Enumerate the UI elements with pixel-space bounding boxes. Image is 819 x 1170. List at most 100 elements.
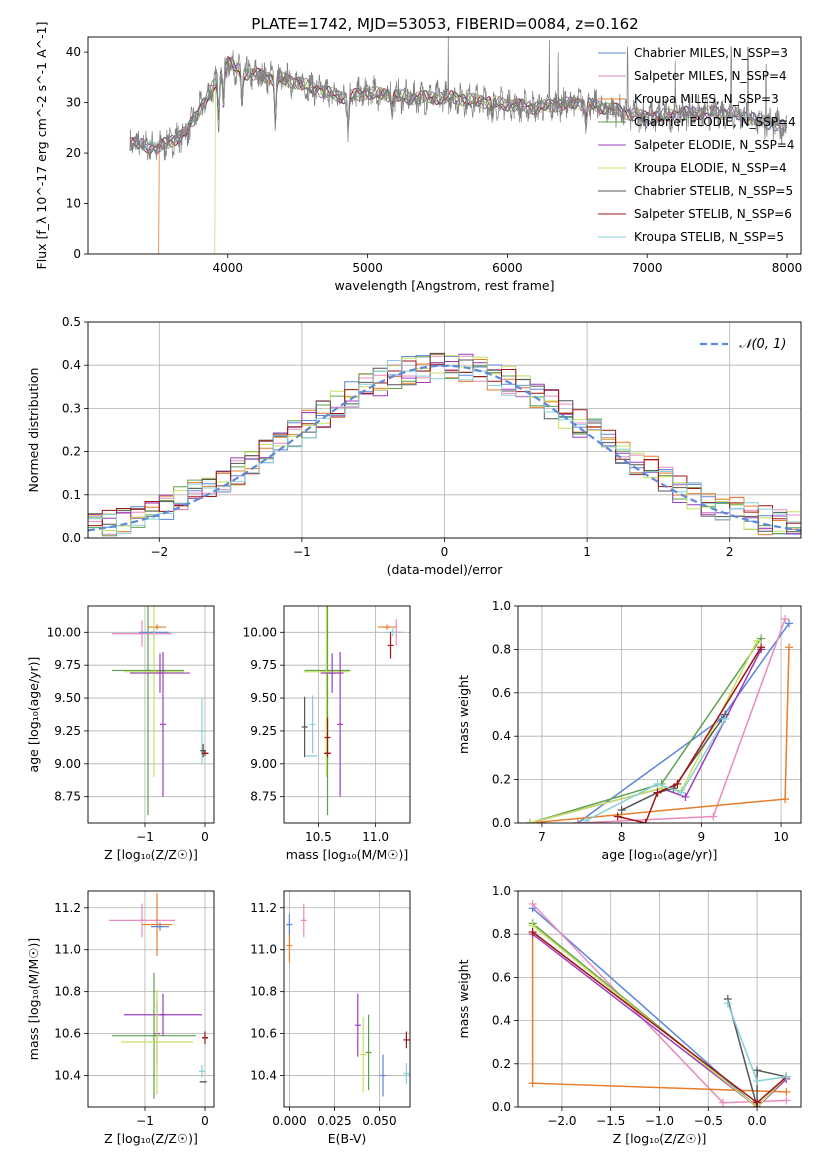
y-tick-label: 10.00 [47,625,81,639]
weight-point-marker [723,999,732,1008]
axes-frame [87,36,802,255]
x-tick-label: 0 [201,830,209,844]
weight-point-marker [653,779,662,788]
weight-point-marker [757,643,766,652]
weight-point-marker [753,636,762,645]
y-tick-label: 10.00 [243,625,277,639]
weight-point-marker [573,819,582,823]
x-axis-label: age [log₁₀(age/yr)] [602,847,718,862]
plot-area [88,352,801,537]
legend-label: Salpeter STELIB, N_SSP=6 [634,207,792,221]
x-tick-label: 0.0 [748,1114,767,1128]
weight-point-marker [528,899,537,908]
axes-frame [517,890,802,1108]
plot-area [528,899,791,1107]
weight-point-marker [581,816,590,823]
y-tick-label: 9.00 [250,757,277,771]
weight-series-line [532,925,787,1107]
x-axis-label: (data-model)/error [387,562,504,577]
y-tick-label: 0.6 [492,970,511,984]
x-tick-label: 7 [538,830,546,844]
axes-frame [87,890,215,1108]
weight-point-marker [785,619,794,628]
x-tick-label: −1.0 [645,1114,674,1128]
y-tick-label: 10.8 [250,985,277,999]
weight-point-marker [681,792,690,801]
y-tick-label: 0.8 [492,642,511,656]
y-axis-label: mass weight [456,959,471,1038]
weight-series-line [532,933,787,1107]
x-tick-label: 11.0 [362,830,389,844]
x-axis-label: Z [log₁₀(Z/Z☉)] [104,847,198,862]
weight-point-marker [525,819,534,823]
x-tick-label: −0.5 [694,1114,723,1128]
observed-spectrum-line [129,37,788,161]
weight-point-marker [753,1098,762,1107]
y-tick-label: 11.2 [54,901,81,915]
y-tick-label: 0.1 [62,488,81,502]
legend-label: Kroupa ELODIE, N_SSP=4 [634,161,787,175]
x-tick-label: 6000 [492,261,523,275]
spectrum-legend: Chabrier MILES, N_SSP=3 Salpeter MILES, N… [598,46,796,244]
weight-point-marker [782,1072,791,1081]
y-axis-label: mass [log₁₀(M/M☉)] [26,938,41,1060]
weight-point-marker [641,819,650,823]
y-tick-label: 0.4 [492,729,511,743]
residual-histogram-step [88,352,801,533]
weight-point-marker [781,795,790,804]
y-tick-label: 9.25 [54,724,81,738]
x-axis-label: Z [log₁₀(Z/Z☉)] [104,1131,198,1146]
y-tick-label: 9.75 [54,658,81,672]
x-tick-label: 10 [773,830,788,844]
weight-series-line [621,714,726,811]
x-tick-label: 0 [201,1114,209,1128]
y-tick-label: 0 [73,247,81,261]
y-tick-label: 8.75 [54,790,81,804]
plot-area [109,893,208,1099]
y-tick-label: 9.25 [250,724,277,738]
legend-label: Kroupa MILES, N_SSP=3 [634,92,779,106]
age-vs-mass-panel: 10.5 11.0 8.75 9.00 9.25 9.50 9.75 10.00 mass [l… [243,605,411,862]
x-tick-label: 0.000 [272,1114,306,1128]
x-tick-label: 7000 [632,261,663,275]
x-tick-label: 8 [618,830,626,844]
x-tick-label: 2 [726,545,734,559]
mass-vs-metallicity-panel: −1 0 10.4 10.6 10.8 11.0 11.2 Z [log₁₀(Z/Z☉)] ma… [26,890,215,1146]
x-tick-label: 1 [583,545,591,559]
y-tick-label: 30 [66,96,81,110]
mass-vs-ebv-panel: 0.000 0.025 0.050 10.4 10.6 10.8 11.0 11.2 E(B-V… [250,890,411,1146]
y-axis-label: mass weight [456,675,471,754]
x-tick-label: −1 [136,830,154,844]
weight-series-line [529,638,762,823]
y-axis-label: Flux [f_λ 10^-17 erg cm^-2 s^-1 A^-1] [34,22,49,270]
x-tick-label: 4000 [213,261,244,275]
weight-point-marker [721,714,730,723]
y-tick-label: 9.00 [54,757,81,771]
y-tick-label: 0.8 [492,927,511,941]
normal-curve-line [88,364,801,532]
legend-label: Salpeter ELODIE, N_SSP=4 [634,138,795,152]
y-tick-label: 9.50 [250,691,277,705]
y-tick-label: 10.4 [54,1069,81,1083]
plot-area [129,37,788,254]
plot-area [301,606,402,816]
weight-point-marker [677,788,686,797]
legend-label: Chabrier STELIB, N_SSP=5 [634,184,793,198]
weight-point-marker [709,812,718,821]
weight-point-marker [653,788,662,797]
plot-area [525,615,794,823]
x-tick-label: −1 [136,1114,154,1128]
weight-vs-age-panel: 7 8 9 10 0.0 0.2 0.4 0.6 0.8 1.0 age [log₁₀(age/yr… [456,599,802,862]
weight-point-marker [613,812,622,821]
x-tick-label: 0.050 [362,1114,396,1128]
y-tick-label: 11.0 [250,943,277,957]
x-tick-label: −2 [150,545,168,559]
x-axis-label: Z [log₁₀(Z/Z☉)] [613,1131,707,1146]
weight-point-marker [753,1077,762,1086]
y-tick-label: 0.3 [62,401,81,415]
y-tick-label: 0.0 [492,1100,511,1114]
y-tick-label: 10.8 [54,985,81,999]
plot-area [286,903,410,1097]
weight-series-line [529,640,758,823]
y-tick-label: 1.0 [492,884,511,898]
